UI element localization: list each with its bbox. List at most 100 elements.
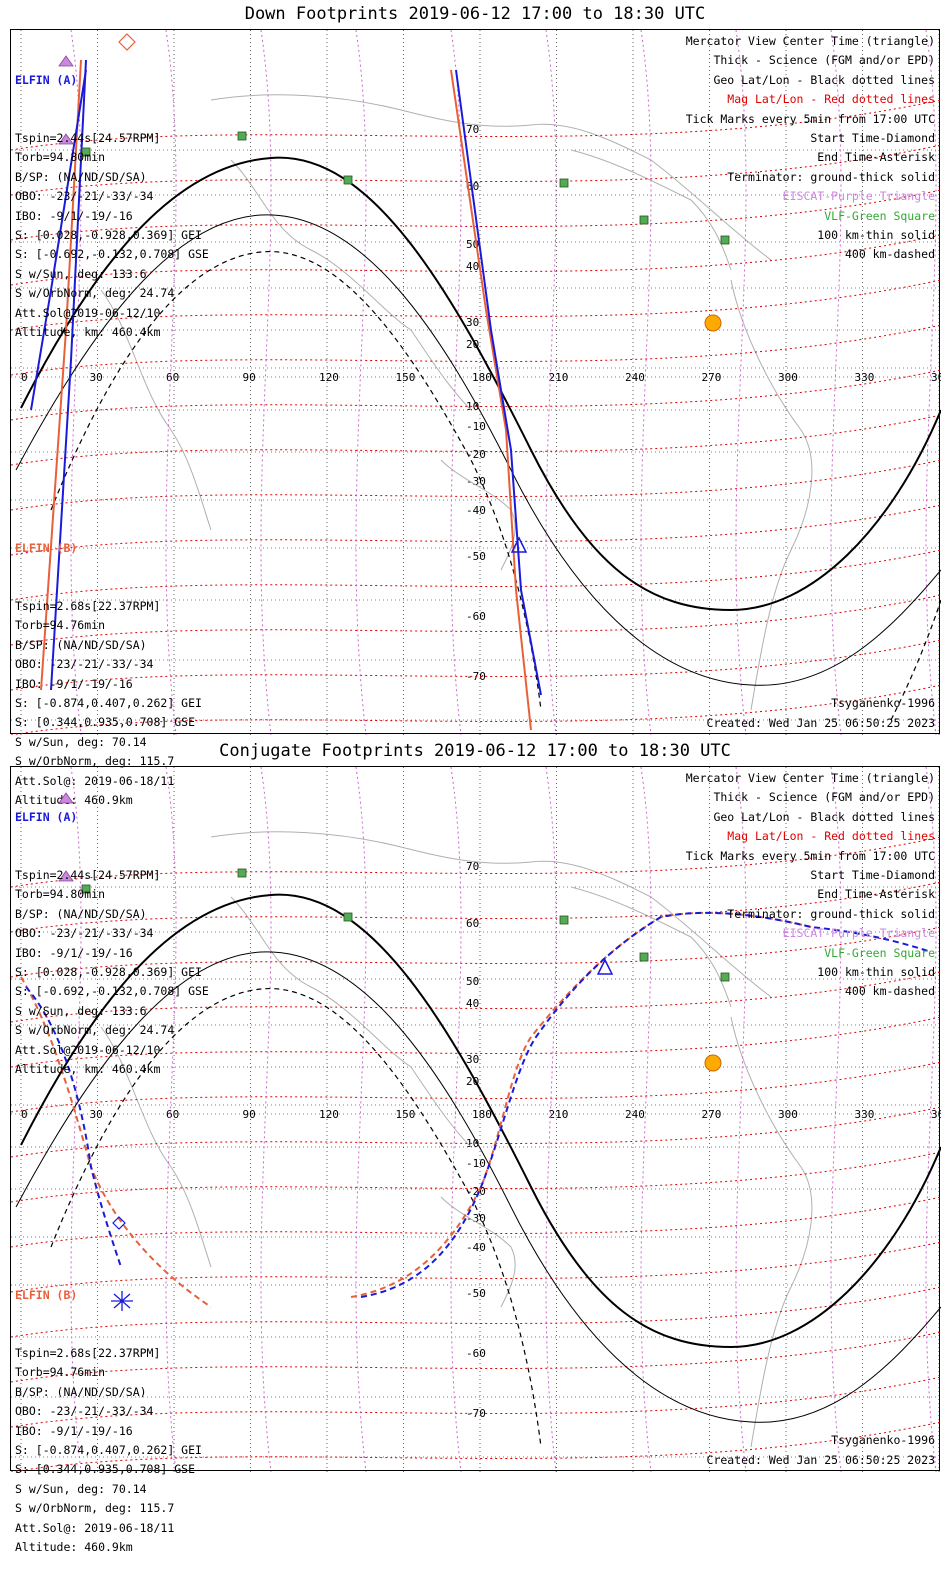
lon-tick-label: 240 [625,371,645,384]
mag-lat-line [11,369,941,421]
info-line: S w/Sun, deg: 133.6 [15,1003,147,1018]
elfin-a-info: ELFIN (A) Tspin=2.44s[24.57RPM] Torb=94.8… [15,769,209,1118]
info-line: Altitude, km: 460.4km [15,1062,161,1077]
info-line: Altitude: 460.9km [15,1540,133,1555]
legend-item: VLF-Green Square [824,945,935,960]
mag-grid [11,767,941,1472]
lon-tick-label: 300 [778,371,798,384]
lat-tick-label: 50 [466,975,479,988]
lon-tick-label: 0 [21,1108,28,1121]
info-line: S w/Sun, deg: 133.6 [15,266,147,281]
lon-tick-label: 300 [778,1108,798,1121]
lat-tick-label: -20 [466,448,486,461]
legend-item: Start Time-Diamond [810,131,935,146]
info-line: S: [-0.692,-0.132,0.708] GSE [15,247,209,262]
info-line: OBO: -23/-21/-33/-34 [15,657,154,672]
model-label: Tsyganenko-1996 [831,696,935,711]
mag-lat-line [11,234,941,286]
terminator-lines [15,156,941,721]
lon-tick-label: 360 [931,371,941,384]
info-line: S w/OrbNorm, deg: 24.74 [15,286,175,301]
info-line: IBO: -9/1/-19/-16 [15,1423,133,1438]
panel-2-map-svg: 0 30 60 90 120 150 180 210 240 270 300 330 360 70 60 50… [11,767,941,1472]
info-line: OBO: -23/-21/-33/-34 [15,1404,154,1419]
lon-tick-label: 210 [549,1108,569,1121]
legend-item: Geo Lat/Lon - Black dotted lines [713,809,935,824]
lat-tick-label: 70 [466,123,479,136]
coastlines [100,831,813,1448]
lat-tick-label: -20 [466,1185,486,1198]
lat-tick-label: -40 [466,504,486,517]
legend-item: Mag Lat/Lon - Red dotted lines [727,829,935,844]
legend-item: EISCAT-Purple Triangle [782,926,935,941]
legend-item: VLF-Green Square [824,208,935,223]
lat-tick-label: -30 [466,475,486,488]
lon-tick-label: 90 [243,1108,256,1121]
info-line: S w/Sun, deg: 70.14 [15,734,147,749]
mag-lat-line [11,279,941,331]
info-line: S: [0.344,0.935,0.708] GSE [15,1462,196,1477]
legend-item: Mag Lat/Lon - Red dotted lines [727,92,935,107]
lon-tick-label: 30 [90,371,103,384]
lon-tick-label: 360 [931,1108,941,1121]
mag-lat-line [11,684,941,735]
mag-lat-line [11,1016,941,1068]
legend-item: Terminator: ground-thick solid [727,906,935,921]
mag-lat-line [11,971,941,1023]
mag-lat-line [11,549,941,601]
info-line: Att.Sol@2019-06-12/10 [15,1042,161,1057]
info-line: Torb=94.76min [15,618,106,633]
coastlines [100,94,813,711]
lat-tick-label: -10 [466,1157,486,1170]
legend-item: Start Time-Diamond [810,868,935,883]
elfin-a-lines: Tspin=2.44s[24.57RPM] Torb=94.80min B/SP: … [15,866,209,1079]
elfin-b-header: ELFIN (B) [15,540,78,555]
elfin-a-track [30,59,542,696]
lon-tick-label: 90 [243,371,256,384]
mag-lat-line [11,1331,941,1383]
mag-lat-line [11,189,941,241]
panel-2-title: Conjugate Footprints 2019-06-12 17:00 to… [219,741,731,761]
lat-tick-label: 40 [466,260,479,273]
lat-tick-label: -50 [466,1287,486,1300]
mag-lat-line [11,504,941,556]
lon-tick-label: 210 [549,371,569,384]
info-line: Altitude: 460.9km [15,793,133,808]
lat-tick-label: 20 [466,1075,479,1088]
info-line: S: [-0.874,0.407,0.262] GEI [15,1443,202,1458]
info-line: B/SP: (NA/ND/SD/SA) [15,1384,147,1399]
mag-lat-line [11,836,941,888]
info-line: Tspin=2.68s[22.37RPM] [15,599,161,614]
mag-lat-line [11,99,941,151]
info-line: Torb=94.76min [15,1365,106,1380]
lon-tick-label: 120 [319,371,339,384]
info-line: Tspin=2.68s[22.37RPM] [15,1346,161,1361]
legend-item: Tick Marks every 5min from 17:00 UTC [685,111,935,126]
info-line: B/SP: (NA/ND/SD/SA) [15,637,147,652]
mag-lat-line [11,1061,941,1113]
mag-lat-line [11,414,941,466]
info-line: S w/Sun, deg: 70.14 [15,1481,147,1496]
mag-lat-line [11,926,941,978]
legend: Mercator View Center Time (triangle) Thic… [686,769,935,1002]
lon-tick-label: 270 [702,371,722,384]
elfin-b-info: ELFIN (B) Tspin=2.68s[22.37RPM] Torb=94.7… [15,500,202,849]
legend-item: Thick - Science (FGM and/or EPD) [713,790,935,805]
mag-lon-line [260,30,272,735]
mag-lat-line [11,1151,941,1203]
mag-lat-line [11,1376,941,1428]
mag-lat-line [11,1286,941,1338]
created-label: Created: Wed Jan 25 06:50:25 2023 [706,715,935,730]
legend-item: End Time-Asterisk [817,150,935,165]
info-line: B/SP: (NA/ND/SD/SA) [15,906,147,921]
lon-tick-label: 180 [472,1108,492,1121]
info-line: S: [-0.692,-0.132,0.708] GSE [15,984,209,999]
legend-item: Terminator: ground-thick solid [727,169,935,184]
legend-item: EISCAT-Purple Triangle [782,189,935,204]
mag-lat-line [11,459,941,511]
info-line: Att.Sol@: 2019-06-18/11 [15,773,175,788]
lon-tick-label: 270 [702,1108,722,1121]
info-line: Altitude, km: 460.4km [15,325,161,340]
terminator-lines [15,893,941,1448]
legend-item: End Time-Asterisk [817,887,935,902]
